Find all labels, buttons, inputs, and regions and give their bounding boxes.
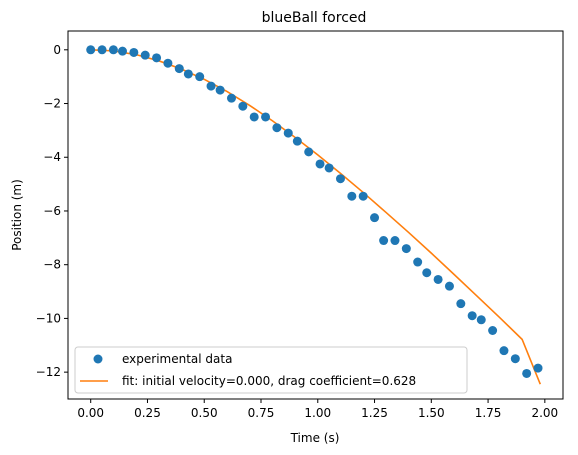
data-point <box>304 147 314 157</box>
data-point <box>413 257 423 267</box>
data-point <box>358 191 368 201</box>
data-point <box>117 46 127 56</box>
legend-box <box>74 346 468 394</box>
data-point <box>522 368 532 378</box>
plot-area <box>68 31 563 399</box>
x-axis: 0.00 0.25 0.50 0.75 1.00 1.25 1.50 1.75 2.00 <box>77 399 558 420</box>
data-point <box>433 274 443 284</box>
data-point <box>422 268 432 278</box>
x-tick-label: 1.25 <box>361 406 388 420</box>
legend: experimental data fit: initial velocity=… <box>74 346 468 394</box>
data-point <box>315 159 325 169</box>
plot-frame <box>67 30 564 400</box>
data-point <box>129 47 139 57</box>
legend-label-fit: fit: initial velocity=0.000, drag coeffi… <box>122 374 416 388</box>
data-point <box>238 101 248 111</box>
data-points <box>86 45 543 378</box>
x-tick-label: 2.00 <box>531 406 558 420</box>
data-point <box>261 112 271 122</box>
y-axis-label: Position (m) <box>10 179 24 251</box>
x-tick-label: 0.75 <box>248 406 275 420</box>
x-tick-label: 0.25 <box>134 406 161 420</box>
legend-label-experimental: experimental data <box>122 352 232 366</box>
data-point <box>533 363 543 373</box>
data-point <box>86 45 96 55</box>
data-point <box>226 93 236 103</box>
data-point <box>488 326 498 336</box>
y-axis: 0 −2 −4 −6 −8 −10 −12 <box>36 43 68 379</box>
data-point <box>401 244 411 254</box>
x-tick-label: 1.00 <box>304 406 331 420</box>
y-tick-label: −2 <box>43 97 61 111</box>
data-point <box>108 45 118 55</box>
data-point <box>379 236 389 246</box>
data-point <box>140 50 150 60</box>
data-point <box>174 64 184 74</box>
x-tick-label: 1.75 <box>475 406 502 420</box>
y-tick-label: −12 <box>36 365 61 379</box>
data-point <box>272 123 282 133</box>
y-tick-label: 0 <box>53 43 61 57</box>
data-point <box>97 45 107 55</box>
data-point <box>476 315 486 325</box>
x-tick-label: 0.00 <box>77 406 104 420</box>
data-point <box>444 281 454 291</box>
data-point <box>163 58 173 68</box>
data-point <box>510 354 520 364</box>
data-point <box>195 72 205 82</box>
chart-title: blueBall forced <box>262 10 367 26</box>
data-point <box>370 213 380 223</box>
data-point <box>152 53 162 63</box>
x-axis-label: Time (s) <box>290 431 340 445</box>
data-point <box>183 69 193 79</box>
data-point <box>292 136 302 146</box>
data-point <box>390 236 400 246</box>
data-point <box>249 112 259 122</box>
y-tick-label: −10 <box>36 311 61 325</box>
y-tick-label: −4 <box>43 150 61 164</box>
data-point <box>215 85 225 95</box>
data-point <box>499 346 509 356</box>
x-tick-label: 1.50 <box>418 406 445 420</box>
y-tick-label: −8 <box>43 258 61 272</box>
data-point <box>347 191 357 201</box>
data-point <box>456 299 466 309</box>
data-point <box>467 311 477 321</box>
legend-marker-experimental <box>93 354 103 364</box>
data-point <box>324 163 334 173</box>
data-point <box>335 174 345 184</box>
y-tick-label: −6 <box>43 204 61 218</box>
x-tick-label: 0.50 <box>191 406 218 420</box>
data-point <box>206 81 216 91</box>
data-point <box>283 128 293 138</box>
